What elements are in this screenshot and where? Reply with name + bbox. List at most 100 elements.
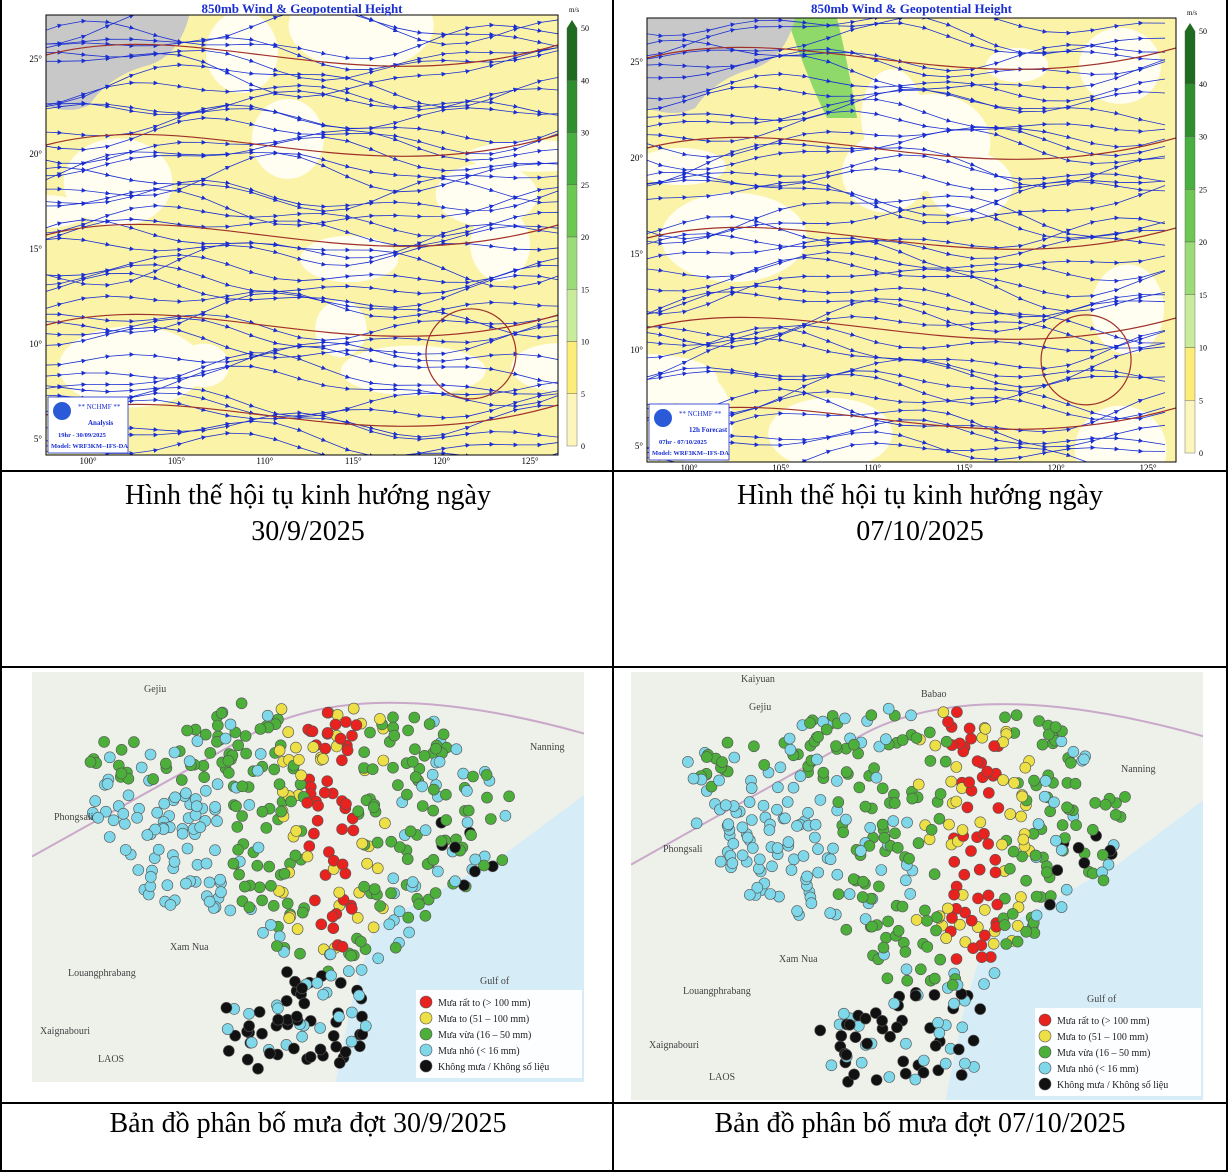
rain-station xyxy=(1017,833,1030,846)
rain-station xyxy=(1015,891,1027,903)
rain-station xyxy=(352,805,365,817)
rain-station xyxy=(268,763,280,776)
rain-station xyxy=(315,918,328,931)
lon-label: 100° xyxy=(79,456,97,466)
rain-station xyxy=(951,706,963,718)
calm-area xyxy=(340,345,486,396)
lon-label: 120° xyxy=(1048,463,1066,470)
lon-label: 110° xyxy=(256,456,273,466)
rain-station xyxy=(981,765,994,778)
calm-area xyxy=(315,300,367,358)
rain-station xyxy=(345,903,358,915)
rain-station xyxy=(881,972,894,985)
rain-station xyxy=(855,1056,868,1069)
rain-station xyxy=(180,877,192,890)
rain-station xyxy=(98,736,110,748)
rain-station xyxy=(726,857,739,869)
rain-station xyxy=(967,942,979,955)
rain-station xyxy=(368,883,381,895)
rain-station xyxy=(236,810,248,822)
rain-station xyxy=(265,919,277,931)
place-name: Xaignabouri xyxy=(649,1040,699,1051)
place-name: Babao xyxy=(921,689,947,700)
rain-station xyxy=(265,880,277,892)
lon-label: 125° xyxy=(1139,463,1157,470)
rain-station xyxy=(817,766,830,779)
map-frame xyxy=(646,17,1177,463)
rain-station xyxy=(367,921,380,934)
rain-station xyxy=(1069,777,1082,790)
rain-station xyxy=(896,734,909,746)
lon-label: 110° xyxy=(864,463,881,470)
rain-station xyxy=(932,1016,944,1029)
rain-station xyxy=(882,702,895,715)
legend-label: Không mưa / Không số liệu xyxy=(438,1062,549,1073)
rain-station xyxy=(956,1021,969,1034)
colorbar-segment xyxy=(566,289,578,342)
rain-station xyxy=(336,940,349,953)
legend-dot xyxy=(1038,1029,1052,1043)
rain-station xyxy=(859,1012,872,1025)
rain-station xyxy=(231,821,244,833)
rain-station xyxy=(974,816,987,829)
rain-station xyxy=(426,768,439,781)
rain-station xyxy=(802,807,814,819)
rain-station xyxy=(296,906,309,919)
rain-station xyxy=(406,876,419,888)
rain-station xyxy=(1042,728,1055,741)
scale-label: 5 xyxy=(581,390,585,399)
rain-station xyxy=(252,841,265,854)
rain-station xyxy=(831,775,843,787)
rain-station xyxy=(243,1007,255,1020)
rain-station xyxy=(929,739,942,752)
rain-station xyxy=(393,841,406,853)
rain-station xyxy=(1030,909,1043,922)
rain-station xyxy=(374,900,386,912)
scale-label: 50 xyxy=(581,24,589,33)
rain-station xyxy=(876,1014,888,1027)
rain-station xyxy=(940,735,953,748)
rain-station xyxy=(978,904,991,916)
rain-station xyxy=(1020,925,1033,938)
lat-label: 25° xyxy=(630,57,643,67)
rain-station xyxy=(716,756,728,768)
rain-station xyxy=(917,1054,930,1067)
rain-station xyxy=(982,787,995,799)
rain-station xyxy=(948,856,961,868)
rain-station xyxy=(211,815,223,827)
rain-station xyxy=(857,875,869,888)
rain-station xyxy=(965,914,978,927)
contour xyxy=(647,46,1176,70)
rain-station xyxy=(736,849,749,862)
rain-station xyxy=(145,871,157,883)
rain-station xyxy=(878,831,891,844)
map-area xyxy=(647,18,1176,462)
rain-station xyxy=(128,736,140,748)
rain-station xyxy=(273,885,285,897)
border xyxy=(0,470,1228,472)
rain-station xyxy=(92,812,104,824)
border xyxy=(0,0,2,1172)
rain-station xyxy=(183,755,196,767)
rain-station xyxy=(690,817,703,830)
rain-station xyxy=(355,935,367,948)
rain-station xyxy=(880,931,892,944)
rain-station xyxy=(714,855,727,868)
rain-station xyxy=(1039,775,1052,787)
rain-station xyxy=(839,712,851,725)
rain-station xyxy=(272,1002,284,1015)
rain-station xyxy=(1004,863,1016,875)
rain-station xyxy=(333,1057,346,1069)
rain-station xyxy=(840,766,853,778)
rain-station xyxy=(835,1030,848,1042)
rain-station xyxy=(758,759,770,771)
rain-station xyxy=(939,1057,952,1070)
rain-station xyxy=(181,724,193,737)
scale-label: 15 xyxy=(1199,291,1207,300)
rain-station xyxy=(909,989,922,1002)
rain-station xyxy=(402,911,415,924)
rain-station xyxy=(950,953,963,965)
rain-station xyxy=(319,742,332,755)
lon-label: 115° xyxy=(345,456,362,466)
rain-station xyxy=(909,1073,922,1086)
